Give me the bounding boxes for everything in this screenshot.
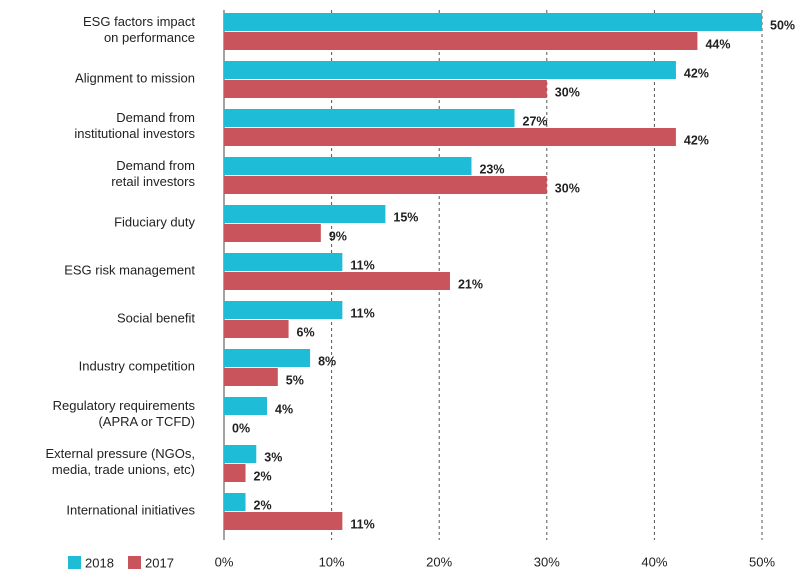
bar bbox=[224, 397, 268, 415]
value-label: 0% bbox=[232, 421, 250, 435]
bar bbox=[224, 205, 386, 223]
category-label: Demand from institutional investors bbox=[74, 110, 195, 141]
bar bbox=[224, 109, 515, 127]
category-label: ESG factors impact on performance bbox=[83, 14, 195, 45]
bar bbox=[224, 445, 257, 463]
bar bbox=[224, 13, 762, 31]
bar bbox=[224, 176, 547, 194]
category-label: Demand from retail investors bbox=[111, 158, 195, 189]
bar bbox=[224, 349, 311, 367]
value-label: 30% bbox=[555, 85, 580, 99]
x-tick-label: 50% bbox=[749, 554, 775, 569]
value-label: 50% bbox=[770, 18, 795, 32]
category-label: ESG risk management bbox=[64, 262, 195, 277]
value-label: 8% bbox=[318, 354, 336, 368]
value-label: 2% bbox=[254, 498, 272, 512]
x-tick-label: 40% bbox=[641, 554, 667, 569]
value-label: 6% bbox=[297, 325, 315, 339]
category-label: Regulatory requirements (APRA or TCFD) bbox=[53, 398, 196, 429]
x-tick-label: 20% bbox=[426, 554, 452, 569]
category-label: Social benefit bbox=[117, 310, 195, 325]
value-label: 44% bbox=[705, 37, 730, 51]
value-label: 9% bbox=[329, 229, 347, 243]
x-tick-label: 10% bbox=[319, 554, 345, 569]
legend-swatch bbox=[68, 556, 81, 569]
value-label: 3% bbox=[264, 450, 282, 464]
value-label: 42% bbox=[684, 133, 709, 147]
bar bbox=[224, 61, 676, 79]
value-label: 21% bbox=[458, 277, 483, 291]
bar bbox=[224, 253, 343, 271]
category-label: Fiduciary duty bbox=[114, 214, 195, 229]
bar bbox=[224, 32, 698, 50]
category-label: International initiatives bbox=[66, 502, 195, 517]
value-label: 11% bbox=[350, 258, 374, 272]
legend-swatch bbox=[128, 556, 141, 569]
bar bbox=[224, 272, 450, 290]
category-label: Industry competition bbox=[79, 358, 195, 373]
value-label: 27% bbox=[523, 114, 548, 128]
legend-label: 2018 bbox=[85, 555, 114, 570]
value-label: 4% bbox=[275, 402, 293, 416]
bar bbox=[224, 301, 343, 319]
bar bbox=[224, 224, 321, 242]
category-label: External pressure (NGOs, media, trade uni… bbox=[45, 446, 195, 477]
value-label: 2% bbox=[254, 469, 272, 483]
bar bbox=[224, 128, 676, 146]
value-label: 5% bbox=[286, 373, 304, 387]
value-label: 23% bbox=[479, 162, 504, 176]
bar bbox=[224, 320, 289, 338]
value-label: 42% bbox=[684, 66, 709, 80]
value-label: 30% bbox=[555, 181, 580, 195]
bar bbox=[224, 512, 343, 530]
legend-label: 2017 bbox=[145, 555, 174, 570]
value-label: 15% bbox=[393, 210, 418, 224]
value-label: 11% bbox=[350, 306, 374, 320]
bar bbox=[224, 464, 246, 482]
bar bbox=[224, 368, 278, 386]
category-label: Alignment to mission bbox=[75, 70, 195, 85]
bar bbox=[224, 80, 547, 98]
value-label: 11% bbox=[350, 517, 374, 531]
x-tick-label: 30% bbox=[534, 554, 560, 569]
x-tick-label: 0% bbox=[215, 554, 234, 569]
bar bbox=[224, 157, 472, 175]
bar bbox=[224, 493, 246, 511]
